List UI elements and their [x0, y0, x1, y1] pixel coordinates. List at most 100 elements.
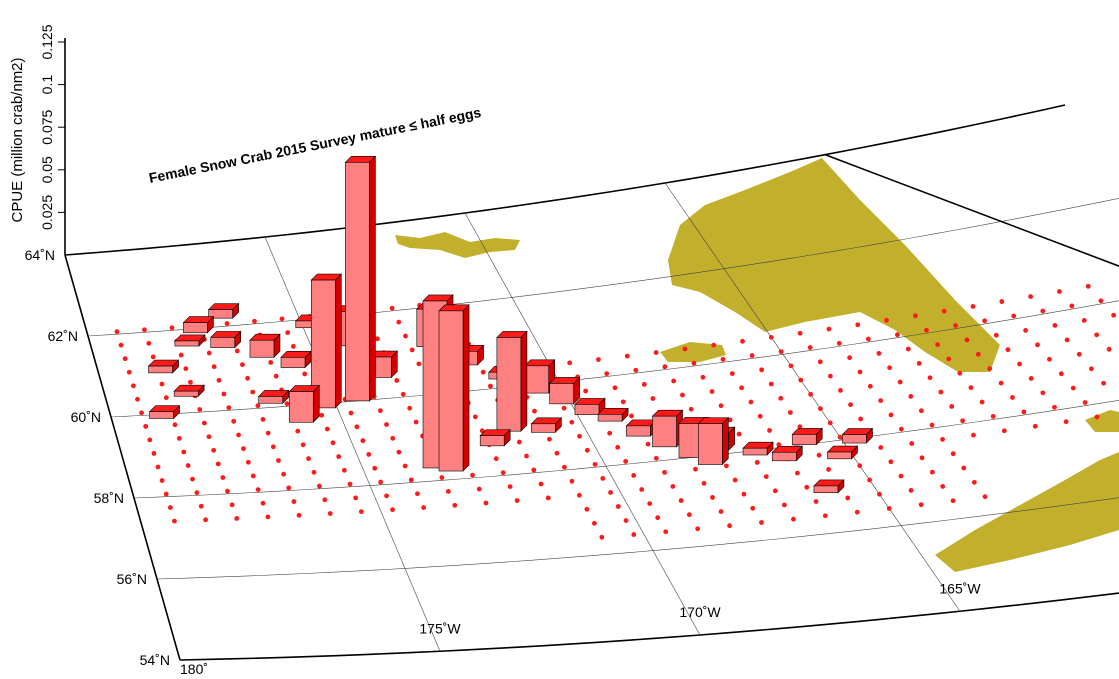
- meridian-line: [464, 212, 701, 636]
- station-dot: [918, 502, 924, 508]
- bar-side: [462, 304, 470, 472]
- station-dot: [1098, 298, 1104, 304]
- station-dot: [670, 484, 676, 489]
- bar: [344, 155, 377, 402]
- map-frame: [824, 153, 1119, 267]
- meridian-line: [64, 254, 181, 661]
- latitude-line: [179, 592, 1119, 661]
- station-dot: [691, 360, 697, 366]
- bar-front: [149, 411, 174, 419]
- station-dot: [452, 502, 458, 508]
- station-dot: [221, 391, 227, 397]
- bar-front: [813, 485, 839, 494]
- bar: [813, 479, 845, 494]
- station-dot: [768, 334, 774, 340]
- station-dot: [185, 463, 191, 468]
- z-tick-label: 0.125: [39, 24, 55, 59]
- station-dot: [655, 515, 661, 521]
- station-dot: [151, 451, 157, 456]
- station-dot: [797, 330, 803, 336]
- station-dot: [1089, 366, 1094, 372]
- station-dot: [763, 474, 769, 480]
- station-dot: [818, 406, 823, 412]
- station-dot: [159, 478, 165, 483]
- station-dot: [741, 491, 747, 497]
- bar-front: [258, 396, 283, 404]
- station-dot: [795, 470, 800, 476]
- station-dot: [403, 333, 408, 339]
- station-dot: [276, 458, 281, 463]
- bar-front: [652, 415, 677, 448]
- bar-front: [288, 391, 314, 423]
- station-dot: [732, 477, 738, 483]
- station-dot: [260, 500, 266, 506]
- station-dot: [250, 473, 256, 479]
- station-dot: [940, 484, 946, 489]
- station-dot: [888, 412, 894, 418]
- station-dot: [723, 463, 729, 469]
- station-dot: [797, 424, 803, 430]
- station-dot: [155, 464, 161, 470]
- station-dot: [176, 435, 182, 441]
- station-dot: [396, 449, 402, 455]
- station-dot: [500, 470, 506, 476]
- station-dot: [324, 426, 330, 432]
- station-dot: [472, 414, 478, 420]
- bar: [147, 359, 180, 374]
- bar: [173, 384, 205, 397]
- station-dot: [1058, 371, 1064, 377]
- station-dot: [653, 350, 659, 355]
- lon-tick-label: 165˚W: [939, 580, 981, 596]
- bar: [257, 389, 290, 404]
- station-dot: [778, 395, 784, 401]
- station-dot: [727, 523, 732, 529]
- station-dot: [615, 504, 621, 509]
- bar-front: [626, 425, 651, 437]
- bar-side: [722, 416, 729, 466]
- station-dot: [143, 423, 149, 429]
- station-dot: [1028, 294, 1034, 299]
- station-dot: [375, 336, 380, 342]
- station-dot: [281, 471, 287, 477]
- station-dot: [576, 492, 582, 498]
- station-dot: [1040, 308, 1046, 314]
- bar: [210, 330, 242, 349]
- station-dot: [514, 498, 520, 503]
- station-dot: [837, 434, 843, 440]
- station-dot: [476, 486, 482, 492]
- station-dot: [197, 407, 203, 412]
- station-dot: [358, 509, 364, 515]
- station-dot: [629, 413, 634, 419]
- station-dot: [612, 385, 618, 391]
- station-dot: [224, 321, 230, 326]
- station-dot: [172, 518, 177, 524]
- station-dot: [912, 313, 918, 319]
- station-dot: [286, 485, 292, 491]
- station-dot: [172, 422, 178, 428]
- nunivak-island: [1085, 410, 1119, 432]
- bars: [147, 155, 874, 494]
- station-dot: [402, 463, 408, 469]
- station-dot: [615, 444, 621, 450]
- station-dot: [1069, 303, 1075, 309]
- station-dot: [909, 441, 915, 446]
- graticule: [64, 104, 1119, 661]
- lat-tick-label: 58˚N: [94, 490, 124, 506]
- station-dot: [1081, 318, 1087, 323]
- bar-front: [208, 309, 233, 319]
- st-matthew-island: [660, 342, 726, 362]
- station-dot: [1023, 327, 1029, 333]
- latitude-line: [156, 497, 1119, 580]
- bar: [310, 273, 342, 409]
- station-dot: [348, 410, 354, 416]
- bar: [625, 419, 658, 437]
- station-dot: [583, 388, 589, 394]
- station-dot: [867, 383, 873, 389]
- bar: [207, 302, 240, 319]
- station-dot: [641, 381, 647, 387]
- station-dot: [330, 440, 336, 446]
- station-dot: [748, 399, 754, 405]
- bar-front: [479, 435, 505, 447]
- station-dot: [848, 402, 853, 408]
- station-dot: [884, 317, 889, 323]
